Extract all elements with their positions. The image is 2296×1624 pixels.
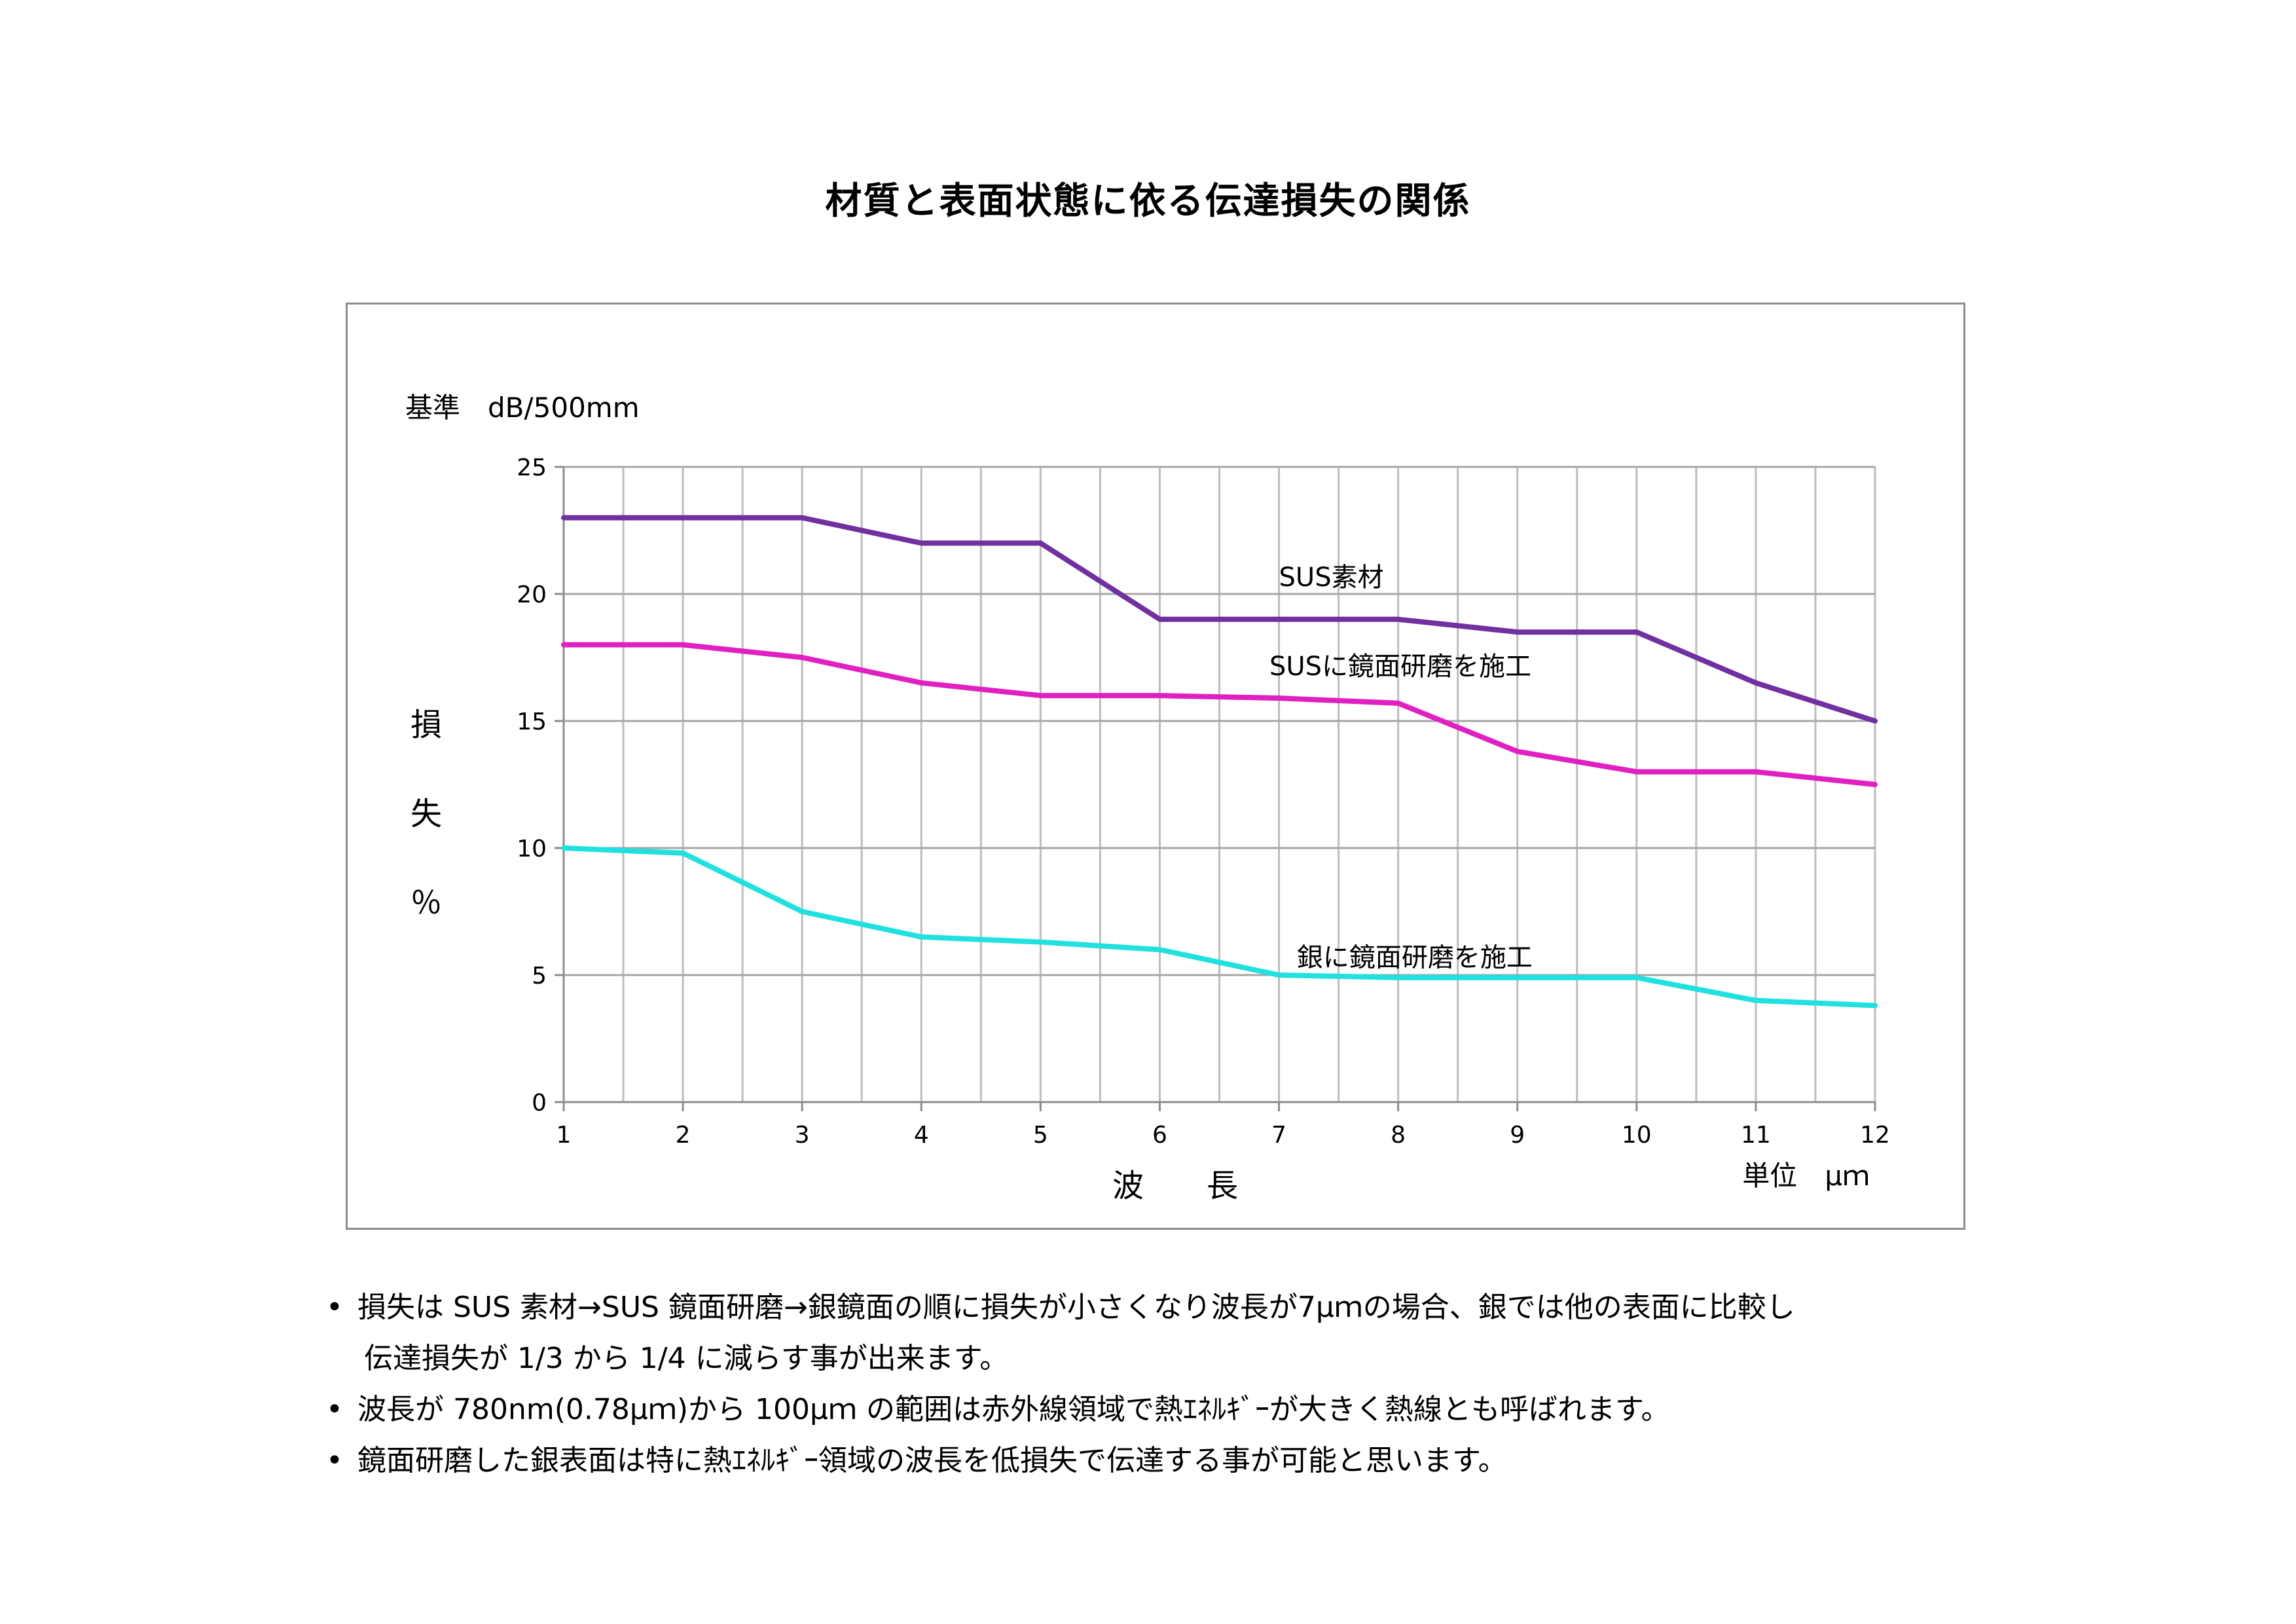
data-point <box>1397 618 1399 620</box>
y-tick-label: 10 <box>517 836 547 862</box>
x-tick-label: 8 <box>1391 1122 1406 1149</box>
data-point <box>1397 976 1399 978</box>
data-point <box>1397 702 1399 704</box>
x-tick-label: 6 <box>1152 1122 1167 1149</box>
data-point <box>1278 974 1280 976</box>
x-tick-label: 10 <box>1622 1122 1652 1149</box>
series-line-2 <box>561 845 1878 1008</box>
data-point <box>920 682 922 684</box>
note-item: 波長が 780nm(0.78μｍ)から 100μｍ の範囲は赤外線領域で熱ｴﾈﾙ… <box>326 1384 2094 1435</box>
data-point <box>1635 976 1637 978</box>
data-point <box>563 644 564 646</box>
chart-frame: 0 5 10 15 20 25 1 2 3 4 5 6 7 8 9 10 11 12 SUS素材 SUSに鏡面研磨を… <box>346 303 1965 1230</box>
x-tick-label: 12 <box>1860 1122 1890 1149</box>
y-tick-label: 15 <box>517 709 547 735</box>
x-axis-label: 波 長 <box>1112 1168 1238 1204</box>
data-point <box>1516 750 1518 752</box>
data-point <box>682 644 684 646</box>
x-tick-label: 2 <box>676 1122 691 1149</box>
data-point <box>682 852 684 854</box>
y-tick-label: 5 <box>532 963 547 989</box>
note-text: 波長が 780nm(0.78μｍ)から 100μｍ の範囲は赤外線領域で熱ｴﾈﾙ… <box>357 1393 1670 1426</box>
data-point <box>1040 542 1042 544</box>
y-axis-label: ％ <box>410 885 442 921</box>
data-point <box>920 542 922 544</box>
data-point <box>1635 771 1637 773</box>
data-point <box>1516 976 1518 978</box>
x-tick-label: 5 <box>1033 1122 1048 1149</box>
data-point <box>1874 720 1876 722</box>
data-point <box>1755 682 1757 684</box>
data-point <box>1040 695 1042 697</box>
data-point <box>920 936 922 938</box>
series-label-2: 銀に鏡面研磨を施工 <box>1297 942 1533 972</box>
page-title: 材質と表面状態に依る伝達損失の関係 <box>825 180 1471 223</box>
x-tick-label: 11 <box>1741 1122 1771 1149</box>
data-point <box>1635 631 1637 633</box>
series-label-0: SUS素材 <box>1279 563 1384 593</box>
data-point <box>801 517 803 519</box>
data-point <box>801 657 803 658</box>
series-line-0 <box>561 515 1878 724</box>
note-text: 伝達損失が 1/3 から 1/4 に減らす事が出来ます。 <box>364 1342 1009 1375</box>
note-text: 損失は SUS 素材→SUS 鏡面研磨→銀鏡面の順に損失が小さくなり波長が7μｍ… <box>357 1291 1795 1324</box>
data-point <box>1278 697 1280 699</box>
series-line-1 <box>561 642 1878 787</box>
y-axis-label: 損 <box>410 707 442 743</box>
x-unit-label: 単位 μｍ <box>1742 1160 1870 1192</box>
y-tick-label: 25 <box>517 454 547 481</box>
x-tick-label: 9 <box>1510 1122 1525 1149</box>
data-point <box>682 517 684 519</box>
note-item: 損失は SUS 素材→SUS 鏡面研磨→銀鏡面の順に損失が小さくなり波長が7μｍ… <box>326 1282 2094 1384</box>
data-point <box>1755 771 1757 773</box>
x-tick-label: 7 <box>1271 1122 1286 1149</box>
y-tick-label: 0 <box>532 1090 547 1116</box>
data-point <box>1278 618 1280 620</box>
unit-label: 基準 dB/500mm <box>405 392 640 424</box>
series <box>561 515 1878 1008</box>
grid <box>562 466 1876 1103</box>
series-label-1: SUSに鏡面研磨を施工 <box>1269 652 1531 682</box>
notes-list: 損失は SUS 素材→SUS 鏡面研磨→銀鏡面の順に損失が小さくなり波長が7μｍ… <box>326 1282 2094 1486</box>
data-point <box>1159 695 1161 697</box>
note-item: 鏡面研磨した銀表面は特に熱ｴﾈﾙｷﾞｰ領域の波長を低損失で伝達する事が可能と思い… <box>326 1435 2094 1486</box>
data-point <box>1874 784 1876 785</box>
data-point <box>1874 1005 1876 1006</box>
note-text: 鏡面研磨した銀表面は特に熱ｴﾈﾙｷﾞｰ領域の波長を低損失で伝達する事が可能と思い… <box>357 1444 1507 1477</box>
y-tick-label: 20 <box>517 581 547 608</box>
data-point <box>563 847 564 849</box>
data-point <box>1755 999 1757 1001</box>
data-point <box>1159 618 1161 620</box>
y-axis-label: 失 <box>410 796 442 832</box>
x-tick-label: 3 <box>795 1122 810 1149</box>
x-tick-label: 4 <box>914 1122 929 1149</box>
data-point <box>1040 941 1042 943</box>
data-point <box>1159 949 1161 951</box>
data-point <box>1516 631 1518 633</box>
data-point <box>563 517 564 519</box>
x-tick-label: 1 <box>556 1122 572 1149</box>
data-point <box>801 911 803 912</box>
